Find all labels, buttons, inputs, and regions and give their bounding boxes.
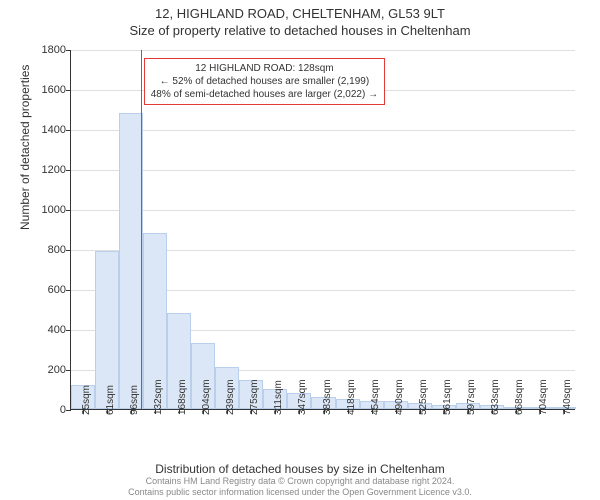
xtick-label: 597sqm [466, 379, 477, 415]
property-annotation: 12 HIGHLAND ROAD: 128sqm← 52% of detache… [144, 58, 385, 105]
ytick-label: 200 [48, 364, 71, 376]
gridline [71, 50, 575, 51]
xtick-label: 347sqm [297, 379, 308, 415]
annotation-line: 48% of semi-detached houses are larger (… [151, 88, 378, 101]
footer-line-2: Contains public sector information licen… [0, 487, 600, 498]
xtick-label: 561sqm [442, 379, 453, 415]
gridline [71, 130, 575, 131]
gridline [71, 210, 575, 211]
xtick-label: 204sqm [201, 379, 212, 415]
ytick-label: 1000 [42, 204, 71, 216]
xtick-label: 132sqm [153, 379, 164, 415]
xtick-label: 239sqm [225, 379, 236, 415]
xtick-label: 383sqm [322, 379, 333, 415]
xtick-label: 25sqm [81, 385, 92, 415]
xtick-label: 61sqm [105, 385, 116, 415]
chart-plot-area: 02004006008001000120014001600180025sqm61… [70, 50, 575, 410]
ytick-label: 0 [60, 404, 71, 416]
xtick-label: 704sqm [538, 379, 549, 415]
ytick-label: 800 [48, 244, 71, 256]
property-marker-line [141, 50, 142, 409]
xtick-label: 168sqm [177, 379, 188, 415]
chart-footer: Contains HM Land Registry data © Crown c… [0, 476, 600, 498]
xtick-label: 454sqm [370, 379, 381, 415]
gridline [71, 170, 575, 171]
chart-header: 12, HIGHLAND ROAD, CHELTENHAM, GL53 9LT … [0, 0, 600, 40]
y-axis-label: Number of detached properties [18, 65, 32, 230]
xtick-label: 525sqm [418, 379, 429, 415]
ytick-label: 400 [48, 324, 71, 336]
annotation-line: 12 HIGHLAND ROAD: 128sqm [151, 62, 378, 75]
ytick-label: 1800 [42, 44, 71, 56]
ytick-label: 1400 [42, 124, 71, 136]
x-axis-label: Distribution of detached houses by size … [0, 462, 600, 476]
ytick-label: 1200 [42, 164, 71, 176]
xtick-label: 418sqm [346, 379, 357, 415]
xtick-label: 275sqm [249, 379, 260, 415]
xtick-label: 96sqm [129, 385, 140, 415]
xtick-label: 490sqm [394, 379, 405, 415]
footer-line-1: Contains HM Land Registry data © Crown c… [0, 476, 600, 487]
ytick-label: 1600 [42, 84, 71, 96]
annotation-line: ← 52% of detached houses are smaller (2,… [151, 75, 378, 88]
xtick-label: 668sqm [514, 379, 525, 415]
ytick-label: 600 [48, 284, 71, 296]
xtick-label: 311sqm [273, 380, 284, 415]
chart-address: 12, HIGHLAND ROAD, CHELTENHAM, GL53 9LT [0, 6, 600, 23]
xtick-label: 633sqm [490, 379, 501, 415]
histogram-bar [119, 113, 143, 409]
chart-subtitle: Size of property relative to detached ho… [0, 23, 600, 40]
xtick-label: 740sqm [562, 379, 573, 415]
